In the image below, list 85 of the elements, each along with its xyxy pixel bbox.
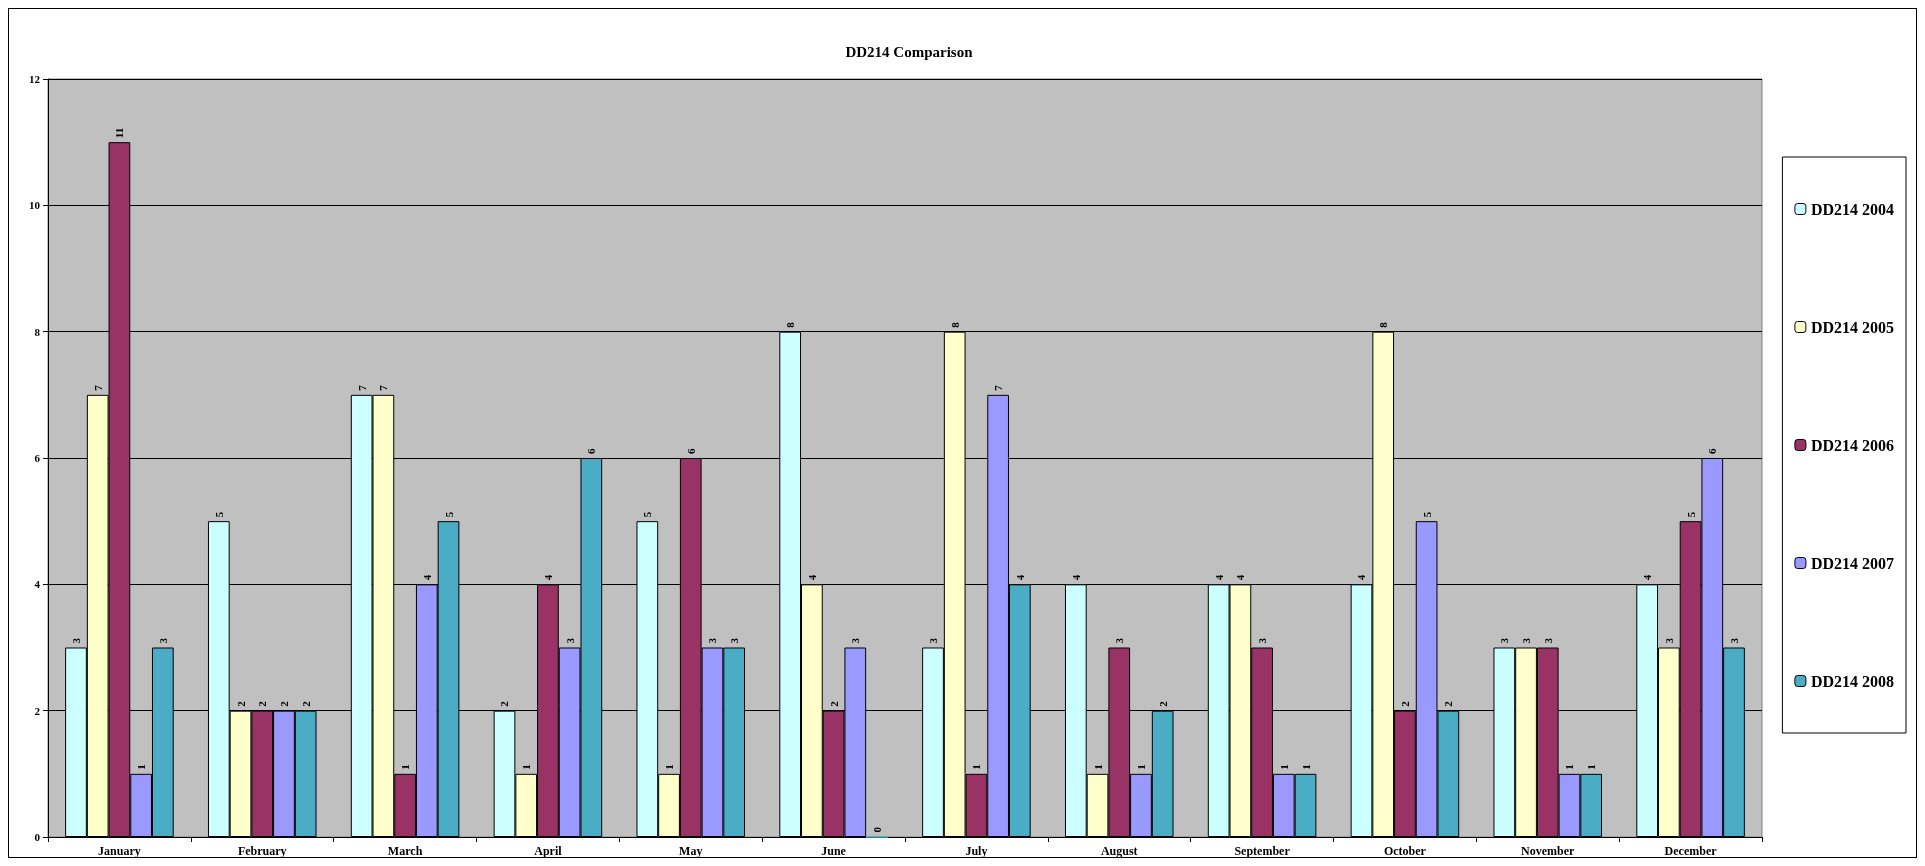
data-label: 5 bbox=[1684, 511, 1697, 518]
data-label: 3 bbox=[1498, 637, 1511, 644]
data-label: 3 bbox=[849, 637, 862, 644]
legend-label: DD214 2007 bbox=[1810, 554, 1894, 572]
data-label: 2 bbox=[498, 700, 511, 707]
x-tick-label: January bbox=[98, 844, 141, 858]
x-tick-label: November bbox=[1521, 844, 1576, 858]
data-label: 1 bbox=[1091, 764, 1104, 770]
data-label: 1 bbox=[135, 764, 148, 770]
x-tick-label: February bbox=[237, 844, 287, 858]
data-label: 1 bbox=[663, 764, 676, 770]
data-label: 3 bbox=[1541, 637, 1554, 644]
data-label: 4 bbox=[1641, 574, 1654, 581]
data-label: 7 bbox=[377, 384, 390, 391]
data-label: 2 bbox=[1442, 700, 1455, 707]
data-label: 8 bbox=[1377, 321, 1390, 328]
y-tick-label: 2 bbox=[34, 704, 41, 717]
data-label: 3 bbox=[706, 637, 719, 644]
data-label: 5 bbox=[1420, 511, 1433, 518]
data-label: 1 bbox=[1299, 764, 1312, 770]
data-label: 1 bbox=[399, 764, 412, 770]
data-label: 2 bbox=[256, 700, 269, 707]
data-label: 6 bbox=[585, 448, 598, 454]
data-label: 3 bbox=[563, 637, 576, 644]
legend-label: DD214 2004 bbox=[1810, 200, 1894, 218]
x-tick-label: December bbox=[1664, 844, 1718, 858]
data-label: 11 bbox=[113, 127, 126, 139]
legend-label: DD214 2006 bbox=[1810, 436, 1894, 454]
data-label: 2 bbox=[277, 700, 290, 707]
chart-title: DD214 Comparison bbox=[845, 43, 974, 60]
data-label: 5 bbox=[641, 511, 654, 518]
x-tick-label: July bbox=[965, 844, 988, 858]
y-tick-label: 10 bbox=[29, 199, 41, 212]
data-label: 1 bbox=[970, 764, 983, 770]
data-label: 2 bbox=[234, 700, 247, 707]
x-tick-label: April bbox=[534, 844, 563, 858]
data-label: 5 bbox=[212, 511, 225, 518]
data-label: 5 bbox=[442, 511, 455, 518]
data-label: 4 bbox=[541, 574, 554, 581]
data-label: 3 bbox=[1728, 637, 1740, 644]
data-label: 7 bbox=[355, 384, 368, 391]
data-label: 3 bbox=[1662, 637, 1675, 644]
y-tick-label: 12 bbox=[29, 73, 41, 85]
data-label: 3 bbox=[1520, 637, 1533, 644]
y-tick-label: 8 bbox=[34, 325, 41, 338]
x-tick-label: June bbox=[821, 844, 847, 858]
data-label: 4 bbox=[805, 574, 818, 581]
data-label: 3 bbox=[728, 637, 741, 644]
x-tick-label: September bbox=[1234, 844, 1291, 858]
legend-label: DD214 2005 bbox=[1810, 318, 1894, 336]
data-label: 3 bbox=[1113, 637, 1126, 644]
data-label: 7 bbox=[91, 384, 104, 391]
data-label: 3 bbox=[70, 637, 82, 644]
data-label: 8 bbox=[948, 321, 961, 328]
x-tick-label: October bbox=[1383, 844, 1427, 858]
data-label: 4 bbox=[1069, 574, 1082, 581]
data-label: 2 bbox=[299, 700, 312, 707]
data-label: 1 bbox=[1563, 764, 1576, 770]
data-label: 3 bbox=[156, 637, 169, 644]
x-tick-label: August bbox=[1100, 844, 1138, 858]
x-tick-label: March bbox=[387, 844, 423, 858]
data-label: 6 bbox=[684, 448, 697, 454]
data-label: 4 bbox=[1234, 574, 1247, 581]
x-tick-label: May bbox=[679, 844, 703, 858]
data-label: 2 bbox=[1156, 700, 1169, 707]
data-label: 1 bbox=[520, 764, 533, 770]
y-tick-label: 0 bbox=[34, 831, 41, 843]
y-tick-label: 6 bbox=[34, 452, 41, 464]
data-label: 4 bbox=[1013, 574, 1026, 581]
data-label: 2 bbox=[827, 700, 840, 707]
data-label: 8 bbox=[784, 321, 797, 328]
data-label: 0 bbox=[871, 826, 883, 833]
legend-label: DD214 2008 bbox=[1810, 672, 1894, 690]
data-label: 1 bbox=[1134, 764, 1147, 770]
y-tick-label: 4 bbox=[34, 578, 41, 591]
data-label: 4 bbox=[1212, 574, 1225, 581]
data-label: 1 bbox=[1585, 764, 1598, 770]
data-label: 1 bbox=[1277, 764, 1290, 770]
data-label: 3 bbox=[927, 637, 939, 644]
data-label: 4 bbox=[420, 574, 433, 581]
data-label: 6 bbox=[1706, 448, 1719, 454]
data-label: 7 bbox=[992, 384, 1005, 391]
data-label: 2 bbox=[1398, 700, 1411, 707]
data-label: 4 bbox=[1355, 574, 1368, 581]
data-label: 3 bbox=[1256, 637, 1269, 644]
